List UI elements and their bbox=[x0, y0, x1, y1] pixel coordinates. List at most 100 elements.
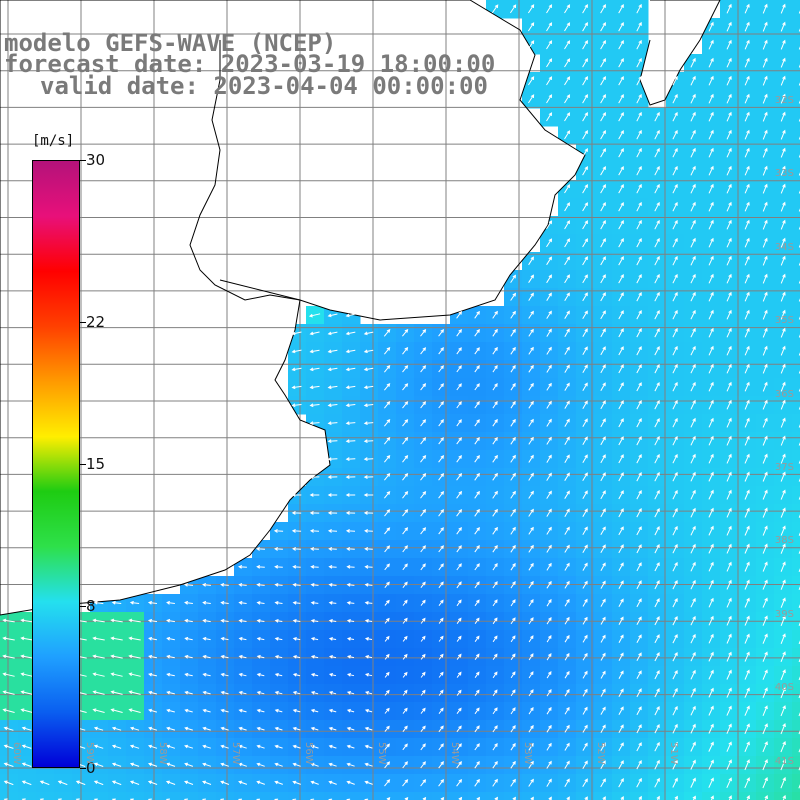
wind-arrow bbox=[600, 562, 606, 571]
wind-arrow bbox=[420, 689, 426, 696]
wind-arrow bbox=[744, 525, 750, 536]
wind-arrow bbox=[744, 21, 750, 32]
wind-speed-cell bbox=[792, 540, 800, 559]
wind-arrow bbox=[128, 654, 141, 659]
wind-arrow bbox=[708, 201, 714, 212]
colorbar-tick-mark bbox=[80, 464, 86, 465]
wind-arrow bbox=[364, 547, 373, 551]
latitude-label: 40S bbox=[774, 682, 794, 694]
wind-arrow bbox=[328, 762, 337, 767]
wind-arrow bbox=[564, 562, 570, 571]
wind-arrow bbox=[672, 687, 678, 698]
colorbar-tick-label: 30 bbox=[86, 151, 106, 169]
wind-speed-cell bbox=[594, 792, 613, 800]
wind-arrow bbox=[110, 690, 123, 695]
wind-arrow bbox=[762, 597, 768, 608]
wind-arrow bbox=[384, 635, 390, 642]
wind-arrow bbox=[184, 636, 193, 641]
wind-arrow bbox=[220, 618, 229, 623]
wind-arrow bbox=[420, 365, 427, 373]
wind-arrow bbox=[780, 776, 786, 789]
wind-arrow bbox=[474, 545, 480, 553]
wind-arrow bbox=[510, 418, 516, 427]
wind-arrow bbox=[128, 636, 141, 641]
wind-arrow bbox=[782, 794, 786, 800]
wind-arrow bbox=[636, 670, 642, 680]
wind-arrow bbox=[780, 507, 786, 518]
wind-arrow bbox=[600, 39, 606, 50]
wind-arrow bbox=[764, 794, 768, 800]
wind-arrow bbox=[20, 708, 33, 713]
wind-arrow bbox=[600, 526, 606, 536]
wind-arrow bbox=[564, 634, 570, 643]
latitude-label: 36S bbox=[774, 388, 794, 400]
wind-arrow bbox=[744, 345, 750, 356]
colorbar-tick-mark bbox=[80, 605, 86, 607]
wind-arrow bbox=[780, 417, 786, 428]
wind-speed-cell bbox=[792, 0, 800, 19]
wind-arrow bbox=[726, 327, 732, 338]
wind-speed-cell bbox=[288, 792, 307, 800]
wind-arrow bbox=[564, 760, 570, 769]
wind-arrow bbox=[184, 600, 193, 605]
wind-arrow bbox=[636, 382, 642, 392]
wind-arrow bbox=[780, 147, 786, 158]
wind-speed-cell bbox=[270, 792, 289, 800]
land-mask bbox=[0, 0, 720, 615]
wind-arrow bbox=[384, 382, 391, 391]
wind-arrow bbox=[363, 367, 374, 372]
wind-arrow bbox=[492, 418, 498, 427]
wind-arrow bbox=[564, 202, 570, 212]
wind-arrow bbox=[618, 706, 624, 716]
wind-arrow bbox=[564, 616, 570, 625]
coastline-segment bbox=[639, 0, 721, 106]
wind-arrow bbox=[618, 310, 624, 320]
wind-arrow bbox=[636, 165, 642, 176]
wind-arrow bbox=[402, 472, 409, 481]
wind-arrow bbox=[202, 762, 212, 767]
wind-speed-cell bbox=[792, 270, 800, 289]
wind-arrow bbox=[582, 3, 588, 14]
wind-arrow bbox=[363, 385, 374, 390]
wind-arrow bbox=[726, 543, 732, 554]
wind-arrow bbox=[780, 93, 786, 104]
wind-arrow bbox=[310, 547, 319, 551]
wind-arrow bbox=[654, 777, 660, 788]
wind-arrow bbox=[582, 183, 588, 194]
wind-arrow bbox=[746, 795, 750, 800]
wind-arrow bbox=[220, 636, 229, 641]
wind-arrow bbox=[726, 255, 732, 266]
wind-arrow bbox=[20, 618, 33, 623]
wind-arrow bbox=[636, 147, 642, 158]
wind-arrow bbox=[384, 437, 391, 445]
wind-arrow bbox=[654, 489, 660, 500]
wind-arrow bbox=[600, 490, 606, 500]
wind-arrow bbox=[726, 651, 732, 662]
wind-arrow bbox=[345, 367, 356, 372]
wind-arrow bbox=[220, 600, 229, 605]
land-area-west bbox=[0, 0, 330, 615]
wind-arrow bbox=[292, 619, 301, 623]
wind-speed-cell bbox=[792, 288, 800, 307]
wind-arrow bbox=[492, 599, 498, 607]
wind-arrow bbox=[93, 726, 104, 731]
wind-arrow bbox=[510, 292, 516, 301]
wind-arrow bbox=[238, 565, 247, 569]
wind-arrow bbox=[564, 238, 570, 248]
longitude-label: 52W bbox=[595, 742, 606, 765]
wind-arrow bbox=[166, 654, 175, 659]
wind-speed-cell bbox=[180, 792, 199, 800]
wind-arrow bbox=[184, 690, 193, 695]
wind-arrow bbox=[654, 165, 660, 176]
wind-arrow bbox=[110, 708, 123, 713]
wind-arrow bbox=[402, 617, 408, 624]
wind-arrow bbox=[708, 399, 714, 410]
wind-arrow bbox=[530, 796, 534, 800]
wind-arrow bbox=[528, 562, 534, 571]
wind-arrow bbox=[128, 618, 141, 623]
wind-arrow bbox=[220, 780, 230, 785]
wind-arrow bbox=[584, 796, 588, 800]
wind-arrow bbox=[672, 741, 678, 752]
wind-arrow bbox=[654, 219, 660, 230]
wind-arrow bbox=[238, 762, 247, 767]
